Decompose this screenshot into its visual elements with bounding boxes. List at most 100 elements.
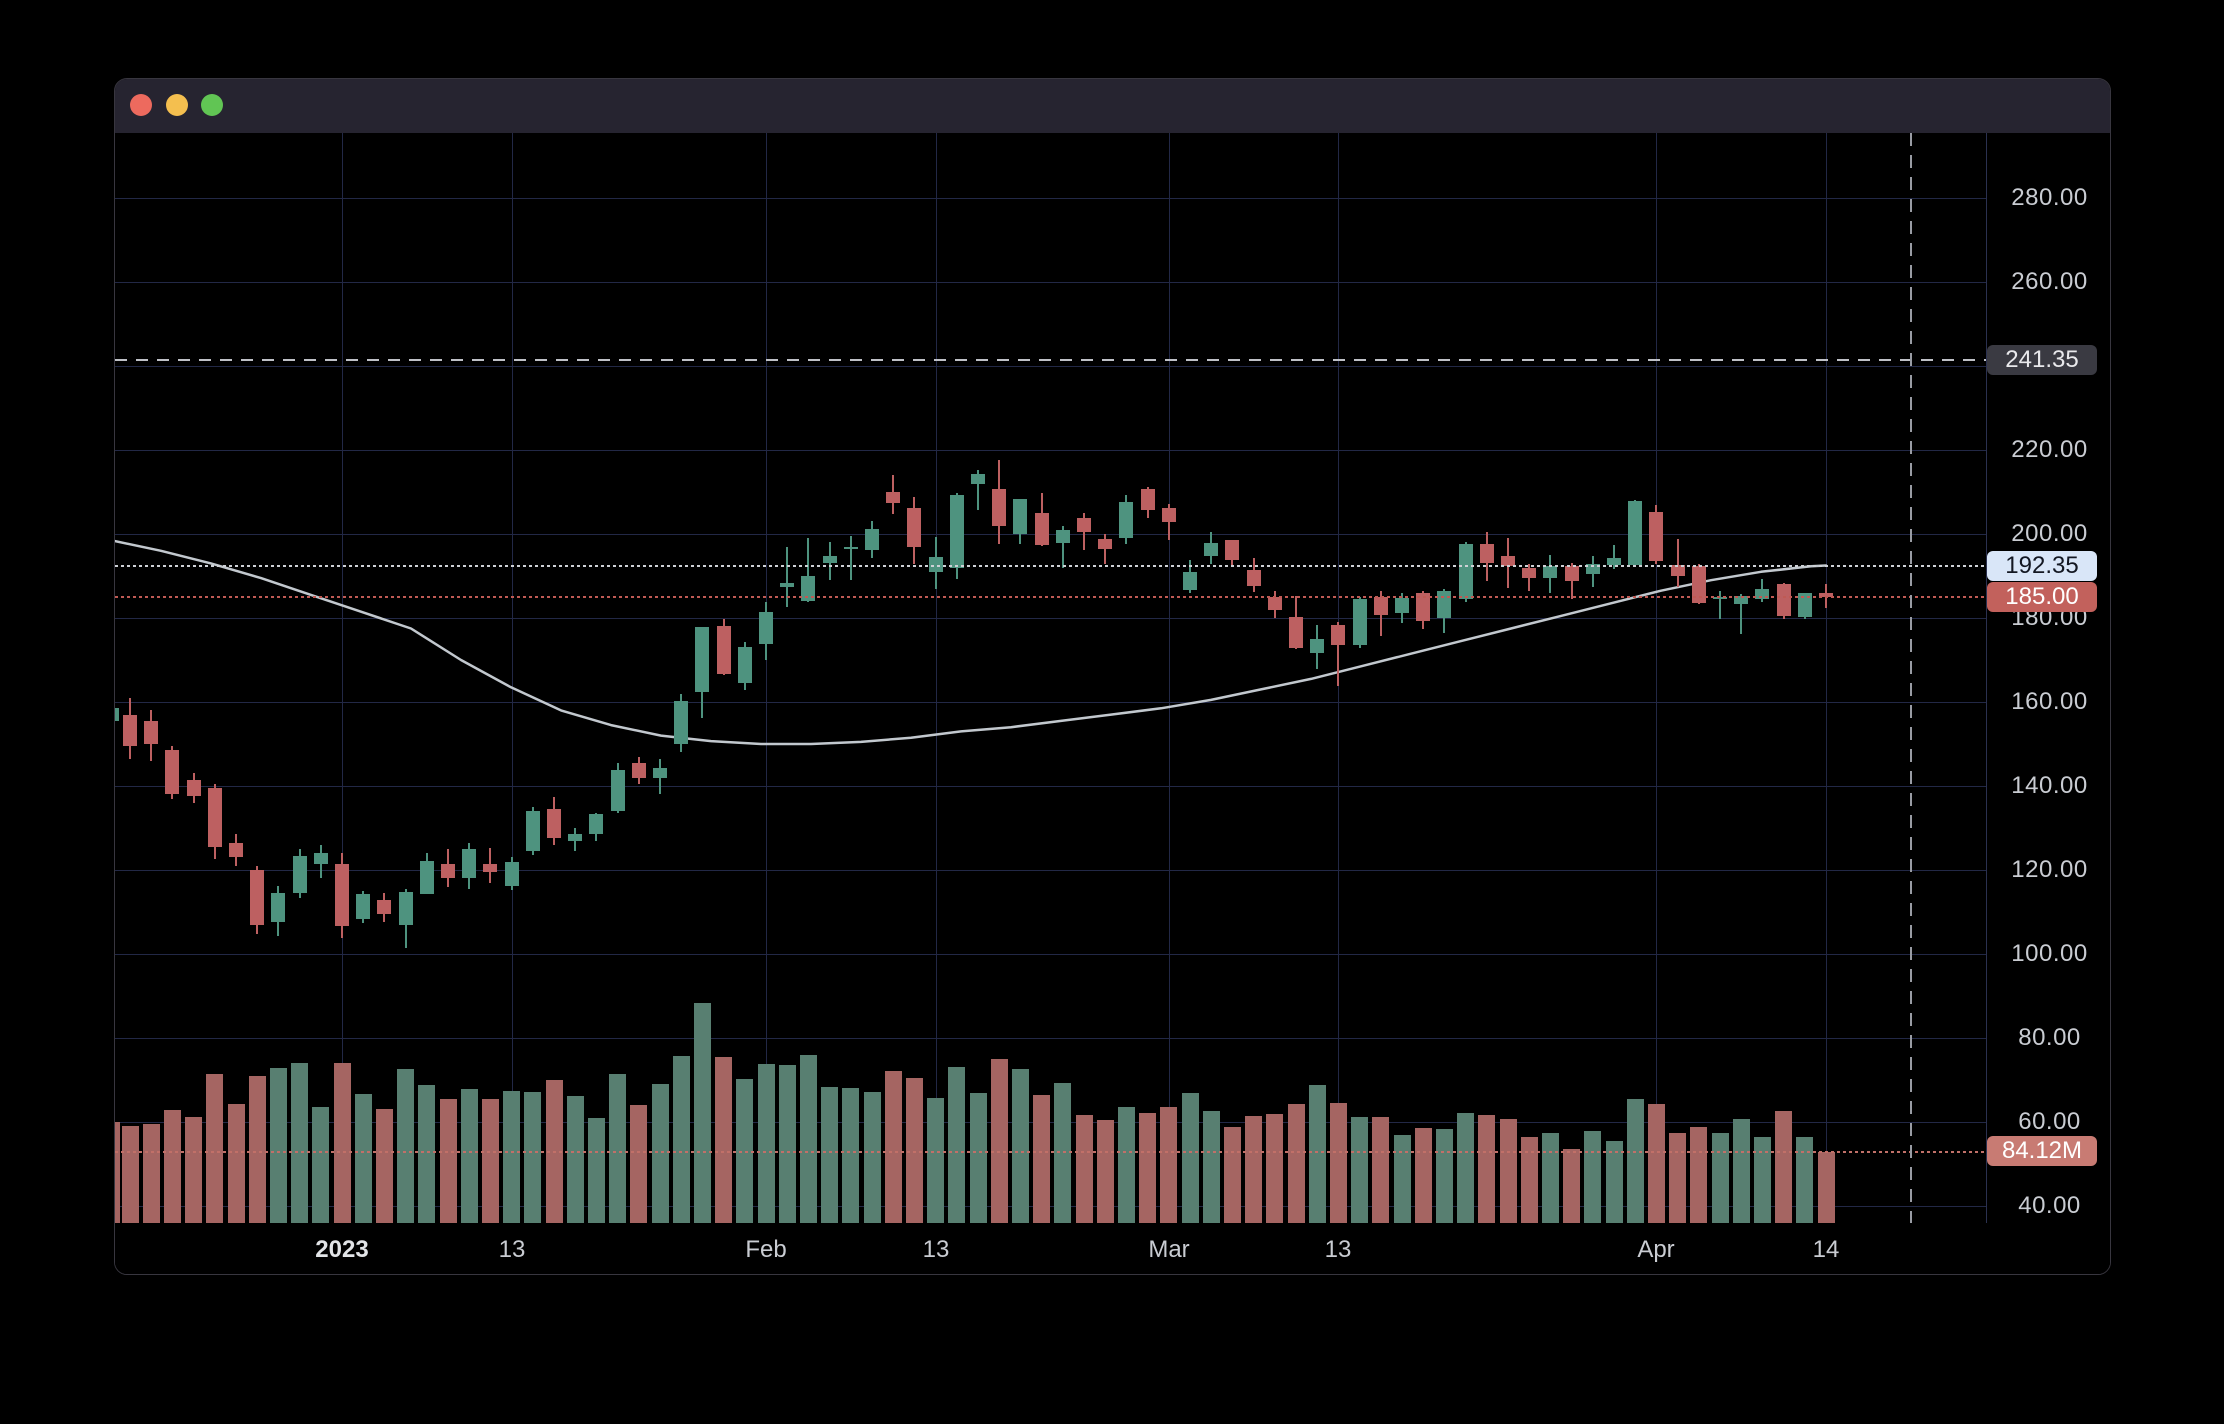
candle xyxy=(1585,563,1600,574)
time-gridline xyxy=(1656,133,1657,1223)
candle xyxy=(1479,544,1494,563)
candle xyxy=(335,864,349,926)
volume-bar xyxy=(1690,1126,1708,1223)
volume-bar xyxy=(1414,1127,1432,1223)
price-axis-label: 140.00 xyxy=(2011,772,2088,799)
volume-bar xyxy=(1393,1135,1411,1223)
candle xyxy=(971,474,985,485)
candle xyxy=(1310,639,1325,653)
volume-bar xyxy=(1435,1129,1453,1223)
minimize-icon[interactable] xyxy=(166,94,188,116)
volume-bar xyxy=(333,1062,351,1223)
candle-wick xyxy=(977,470,979,511)
volume-bar xyxy=(1520,1136,1538,1223)
candle xyxy=(1797,593,1812,618)
candle xyxy=(843,547,858,550)
window-titlebar[interactable] xyxy=(115,79,2110,133)
crosshair-horizontal-line xyxy=(115,565,1986,568)
candle xyxy=(1331,625,1346,645)
volume-bar xyxy=(905,1077,923,1223)
volume-bar xyxy=(884,1071,902,1223)
last-close-line[interactable] xyxy=(115,596,1986,598)
volume-bar xyxy=(863,1092,881,1223)
candle xyxy=(165,750,180,795)
volume-bar xyxy=(1075,1114,1093,1223)
close-icon[interactable] xyxy=(130,94,152,116)
volume-bar xyxy=(1096,1120,1114,1223)
candle-wick xyxy=(1719,591,1721,620)
price-gridline xyxy=(115,870,1986,871)
price-axis-label: 280.00 xyxy=(2011,184,2088,211)
volume-bar xyxy=(969,1093,987,1223)
volume-bar xyxy=(1584,1131,1602,1223)
volume-bar xyxy=(481,1098,499,1223)
volume-bar xyxy=(736,1078,754,1223)
volume-bar xyxy=(291,1062,309,1223)
candle xyxy=(186,779,201,797)
time-gridline xyxy=(342,133,343,1223)
volume-bar xyxy=(821,1087,839,1223)
price-gridline xyxy=(115,954,1986,955)
volume-bar xyxy=(1669,1132,1687,1223)
candle xyxy=(1501,556,1515,567)
candle xyxy=(1204,543,1219,556)
last-price-badge[interactable]: 185.00 xyxy=(1987,582,2097,612)
candle-wick xyxy=(1676,539,1679,588)
zoom-icon[interactable] xyxy=(201,94,223,116)
price-axis-label: 100.00 xyxy=(2011,940,2088,967)
candle xyxy=(1776,584,1791,616)
volume-bar xyxy=(1647,1103,1665,1223)
volume-bar xyxy=(990,1059,1008,1223)
candle xyxy=(398,891,413,925)
candle xyxy=(1119,502,1134,539)
price-gridline xyxy=(115,1206,1986,1207)
candle xyxy=(1607,558,1621,566)
candle-wick xyxy=(1337,622,1340,686)
candle xyxy=(1373,597,1388,616)
volume-bar xyxy=(1541,1132,1559,1223)
volume-bar xyxy=(312,1107,330,1223)
candle-wick xyxy=(1740,594,1743,634)
line-price-badge[interactable]: 241.35 xyxy=(1987,345,2097,376)
volume-marker-line xyxy=(115,1151,1986,1153)
candle xyxy=(674,700,689,744)
volume-bar xyxy=(418,1084,436,1223)
time-gridline xyxy=(512,133,513,1223)
volume-bar xyxy=(460,1088,478,1223)
candle xyxy=(292,856,307,894)
price-axis-label: 80.00 xyxy=(2018,1024,2081,1051)
candle xyxy=(1691,566,1706,603)
volume-bar xyxy=(672,1055,690,1223)
candle xyxy=(1098,539,1113,550)
volume-bar xyxy=(1181,1093,1199,1223)
price-plot[interactable] xyxy=(115,133,1987,1224)
candle xyxy=(1755,589,1770,600)
candle xyxy=(568,834,583,841)
candle xyxy=(123,714,137,747)
candle xyxy=(801,576,816,602)
candle xyxy=(525,811,540,852)
volume-bar xyxy=(587,1118,605,1223)
volume-bar xyxy=(1139,1113,1157,1223)
candle xyxy=(886,492,901,504)
time-axis[interactable]: 2023 13 Feb 13 Mar 13 Apr 14 xyxy=(115,1223,2110,1274)
volume-bar xyxy=(799,1055,817,1223)
volume-bar xyxy=(439,1098,457,1223)
candle xyxy=(653,767,667,779)
candle xyxy=(695,626,710,692)
volume-bar xyxy=(1711,1132,1729,1223)
volume-bar xyxy=(1202,1110,1220,1223)
candle xyxy=(631,762,646,778)
candle-wick xyxy=(786,547,789,608)
price-axis[interactable]: 280.00 260.00 220.00 200.00 180.00 160.00 140.… xyxy=(1987,133,2110,1223)
candle xyxy=(1246,570,1261,586)
candle xyxy=(1670,565,1685,577)
candle xyxy=(356,893,371,920)
volume-bar xyxy=(1223,1126,1241,1223)
volume-bar xyxy=(121,1125,139,1223)
volume-bar xyxy=(1308,1084,1326,1223)
candle xyxy=(992,488,1007,526)
candle xyxy=(144,720,159,745)
volume-bar xyxy=(651,1083,669,1223)
time-axis-label: Apr xyxy=(1637,1235,1675,1263)
